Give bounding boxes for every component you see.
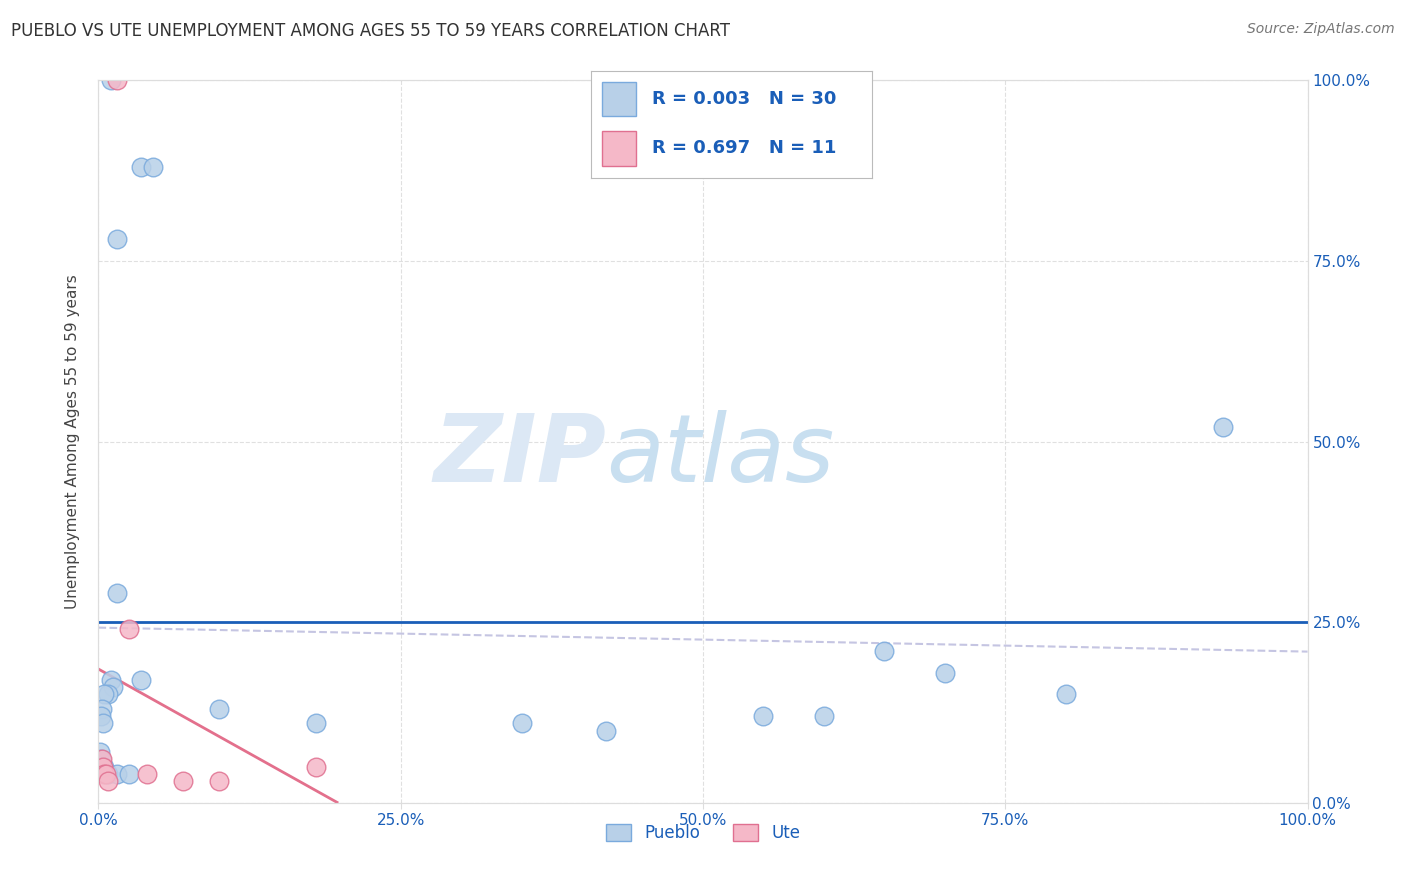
Point [97, 767, 120, 781]
Point [129, 160, 152, 174]
Point [89, 745, 111, 759]
Point [100, 73, 122, 87]
Point [510, 716, 533, 731]
Point [93, 760, 115, 774]
Point [100, 673, 122, 687]
Point [595, 723, 617, 738]
Point [305, 760, 328, 774]
Point [118, 767, 141, 781]
Y-axis label: Unemployment Among Ages 55 to 59 years: Unemployment Among Ages 55 to 59 years [65, 274, 80, 609]
Point [97, 687, 120, 701]
Point [208, 702, 231, 716]
Text: R = 0.003   N = 30: R = 0.003 N = 30 [652, 90, 837, 108]
Point [1054, 687, 1077, 701]
Point [129, 673, 152, 687]
Point [142, 160, 165, 174]
Point [105, 232, 128, 246]
Point [93, 687, 115, 701]
Point [1212, 420, 1234, 434]
Point [752, 709, 775, 723]
Point [90, 709, 112, 723]
Point [105, 767, 128, 781]
Point [91, 752, 114, 766]
Text: PUEBLO VS UTE UNEMPLOYMENT AMONG AGES 55 TO 59 YEARS CORRELATION CHART: PUEBLO VS UTE UNEMPLOYMENT AMONG AGES 55… [11, 22, 730, 40]
Point [90, 752, 112, 766]
Point [93, 767, 115, 781]
Text: ZIP: ZIP [433, 410, 606, 502]
Text: Source: ZipAtlas.com: Source: ZipAtlas.com [1247, 22, 1395, 37]
Text: R = 0.697   N = 11: R = 0.697 N = 11 [652, 139, 837, 157]
Point [873, 644, 896, 658]
Point [813, 709, 835, 723]
Bar [602, 131, 636, 166]
Point [105, 73, 128, 87]
Point [101, 680, 124, 694]
Point [934, 665, 956, 680]
Point [105, 586, 128, 600]
Text: atlas: atlas [606, 410, 835, 501]
Bar [602, 82, 636, 116]
Point [305, 716, 328, 731]
Point [118, 623, 141, 637]
Point [91, 760, 114, 774]
Point [91, 716, 114, 731]
Point [172, 774, 194, 789]
Point [208, 774, 231, 789]
Legend: Pueblo, Ute: Pueblo, Ute [599, 817, 807, 848]
Point [91, 702, 114, 716]
Point [94, 767, 117, 781]
Point [91, 760, 114, 774]
Point [97, 774, 120, 789]
Point [135, 767, 157, 781]
